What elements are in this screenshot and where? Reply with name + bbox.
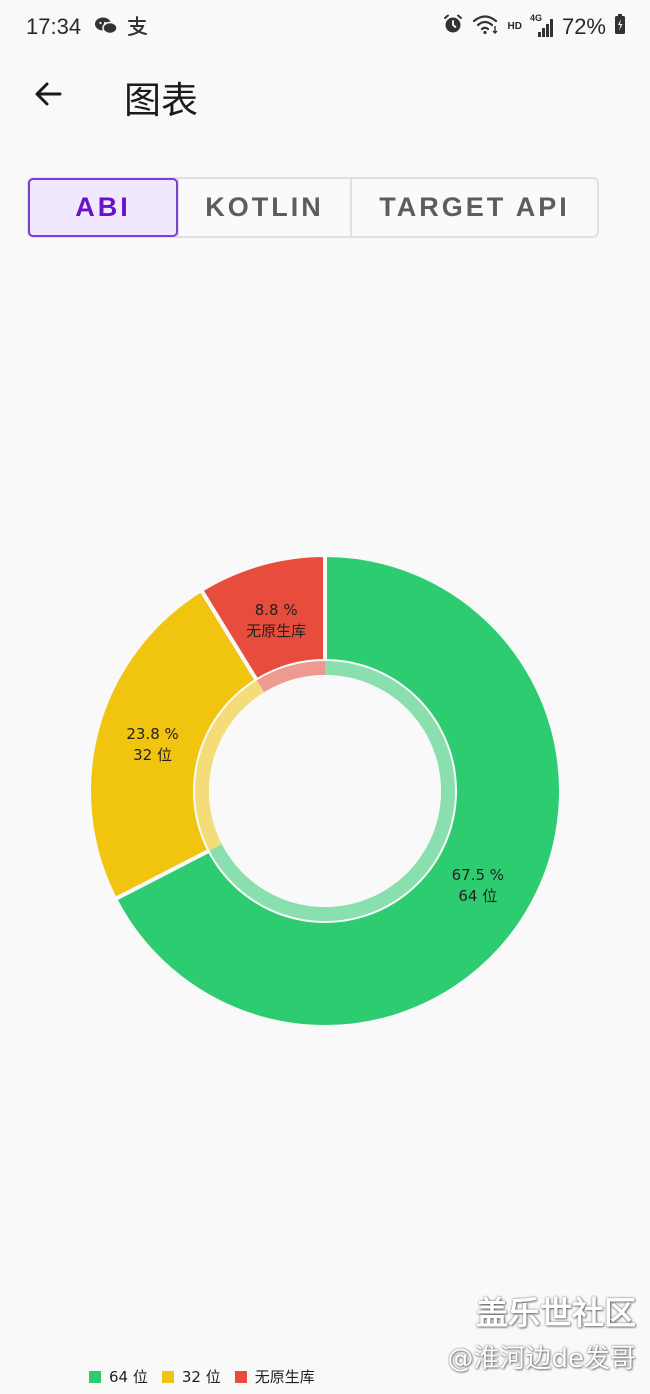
tab-abi[interactable]: ABI bbox=[28, 178, 178, 237]
legend-item-64: 64 位 bbox=[89, 1366, 148, 1387]
donut-hole bbox=[209, 675, 441, 907]
page-title: 图表 bbox=[124, 79, 198, 122]
app-bar: 图表 bbox=[0, 56, 650, 136]
status-system-icons: HD 4G 72% bbox=[442, 13, 627, 40]
tab-target-api[interactable]: TARGET API bbox=[350, 179, 597, 236]
watermark-author: @淮河边de发哥 bbox=[447, 1344, 636, 1374]
tab-kotlin[interactable]: KOTLIN bbox=[177, 179, 350, 236]
chart-slices bbox=[87, 553, 563, 1029]
slice-label-64-bit-percent: 67.5 % bbox=[452, 866, 504, 884]
chart-inner-rings bbox=[195, 661, 455, 921]
wechat-icon bbox=[94, 15, 118, 42]
legend-label-no-native: 无原生库 bbox=[254, 1368, 315, 1386]
legend-swatch-32 bbox=[161, 1370, 174, 1383]
legend-swatch-no-native bbox=[234, 1370, 247, 1383]
back-button[interactable] bbox=[24, 72, 72, 120]
status-time: 17:34 bbox=[26, 14, 82, 39]
signal-4g-icon: 4G bbox=[530, 13, 554, 39]
status-bar: 17:34 bbox=[0, 0, 650, 56]
wifi-icon bbox=[472, 13, 500, 40]
slice-label-32-bit-name: 32 位 bbox=[133, 746, 172, 764]
watermark-community: 盖乐世社区 bbox=[475, 1294, 636, 1332]
alipay-icon bbox=[126, 15, 148, 42]
slice-no-native-inner-ring bbox=[256, 661, 325, 693]
chart-type-tabs: ABI KOTLIN TARGET API bbox=[27, 177, 599, 238]
alarm-icon bbox=[442, 13, 464, 40]
legend-item-32: 32 位 bbox=[161, 1366, 221, 1387]
slice-label-no-native-percent: 8.8 % bbox=[255, 601, 298, 619]
battery-icon bbox=[614, 13, 626, 40]
legend-item-no-native: 无原生库 bbox=[234, 1366, 315, 1387]
slice-label-32-bit-percent: 23.8 % bbox=[126, 725, 178, 743]
chart-slice-labels: 67.5 % 64 位 23.8 % 32 位 8.8 % 无原生库 bbox=[126, 601, 504, 905]
slice-label-no-native-name: 无原生库 bbox=[246, 622, 306, 640]
slice-label-64-bit-name: 64 位 bbox=[458, 887, 497, 905]
slice-32-bit-inner-ring bbox=[195, 680, 265, 851]
chart-legend: 64 位 32 位 无原生库 bbox=[89, 1366, 315, 1387]
legend-label-64: 64 位 bbox=[109, 1368, 148, 1386]
battery-percent: 72% bbox=[561, 13, 606, 39]
arrow-left-icon bbox=[32, 78, 64, 114]
legend-swatch-64 bbox=[89, 1370, 101, 1383]
legend-label-32: 32 位 bbox=[181, 1368, 221, 1386]
status-notification-icons bbox=[94, 15, 148, 42]
hd-icon: HD bbox=[507, 21, 522, 32]
